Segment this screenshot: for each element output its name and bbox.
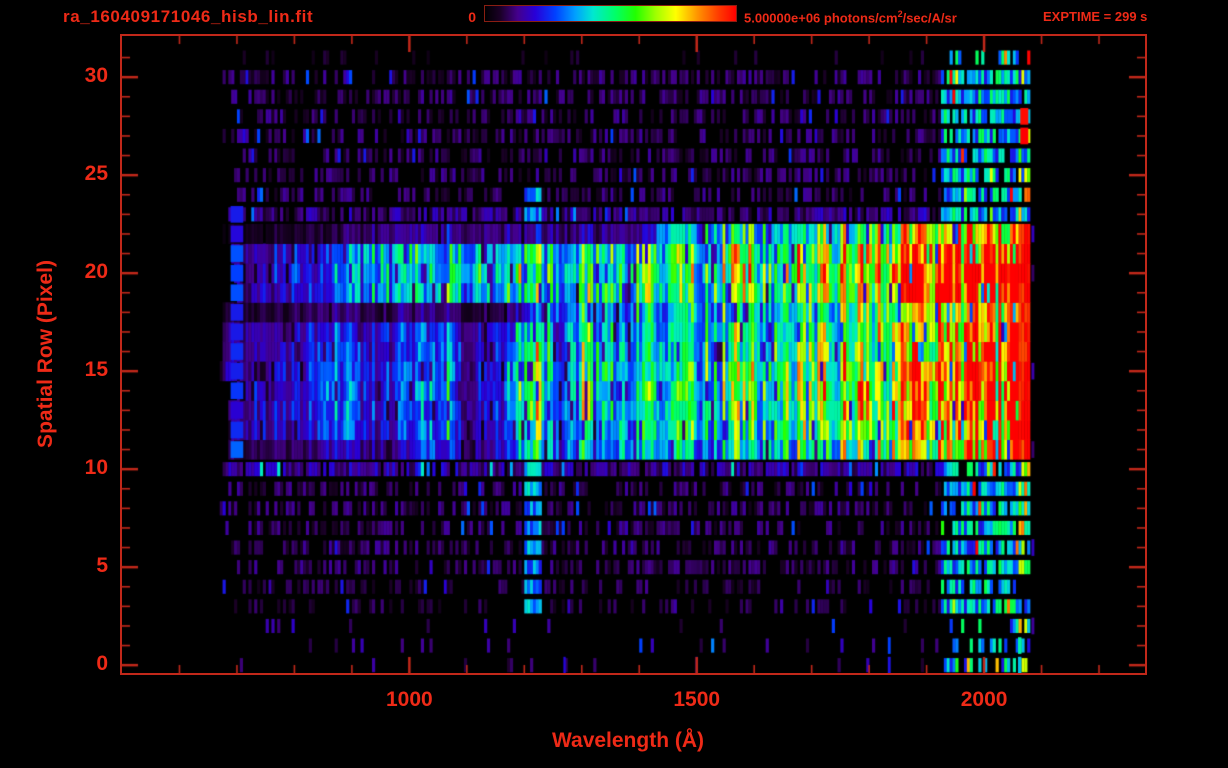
y-tick-label: 25 <box>84 162 108 186</box>
x-tick-label: 1500 <box>673 688 721 711</box>
colorbar-units-exponent: 2 <box>897 9 903 19</box>
colorbar-max-value: 5.00000e+06 <box>744 10 821 26</box>
y-tick-label: 15 <box>84 358 108 382</box>
filename-title: ra_160409171046_hisb_lin.fit <box>63 7 314 26</box>
plot-frame <box>120 34 1147 675</box>
colorbar-min-label: 0 <box>468 9 476 25</box>
y-tick-label: 10 <box>84 456 108 480</box>
y-tick-label: 20 <box>84 260 108 284</box>
colorbar-units: photons/cm <box>820 10 898 26</box>
y-axis-title: Spatial Row (Pixel) <box>34 260 57 448</box>
y-tick-label: 5 <box>96 554 108 578</box>
spectrogram-heatmap <box>122 36 1145 673</box>
exposure-time-label: EXPTIME = 299 s <box>1043 9 1148 24</box>
colorbar-gradient <box>484 5 737 22</box>
colorbar-units-suffix: /sec/A/sr <box>902 10 957 26</box>
x-tick-label: 2000 <box>960 688 1008 711</box>
x-tick-label: 1000 <box>386 688 433 711</box>
x-axis-title: Wavelength (Å) <box>551 729 705 752</box>
y-tick-label: 30 <box>84 64 108 88</box>
y-tick-label: 0 <box>96 652 108 676</box>
colorbar-max-label: 5.00000e+06 photons/cm2/sec/A/sr <box>744 9 957 25</box>
